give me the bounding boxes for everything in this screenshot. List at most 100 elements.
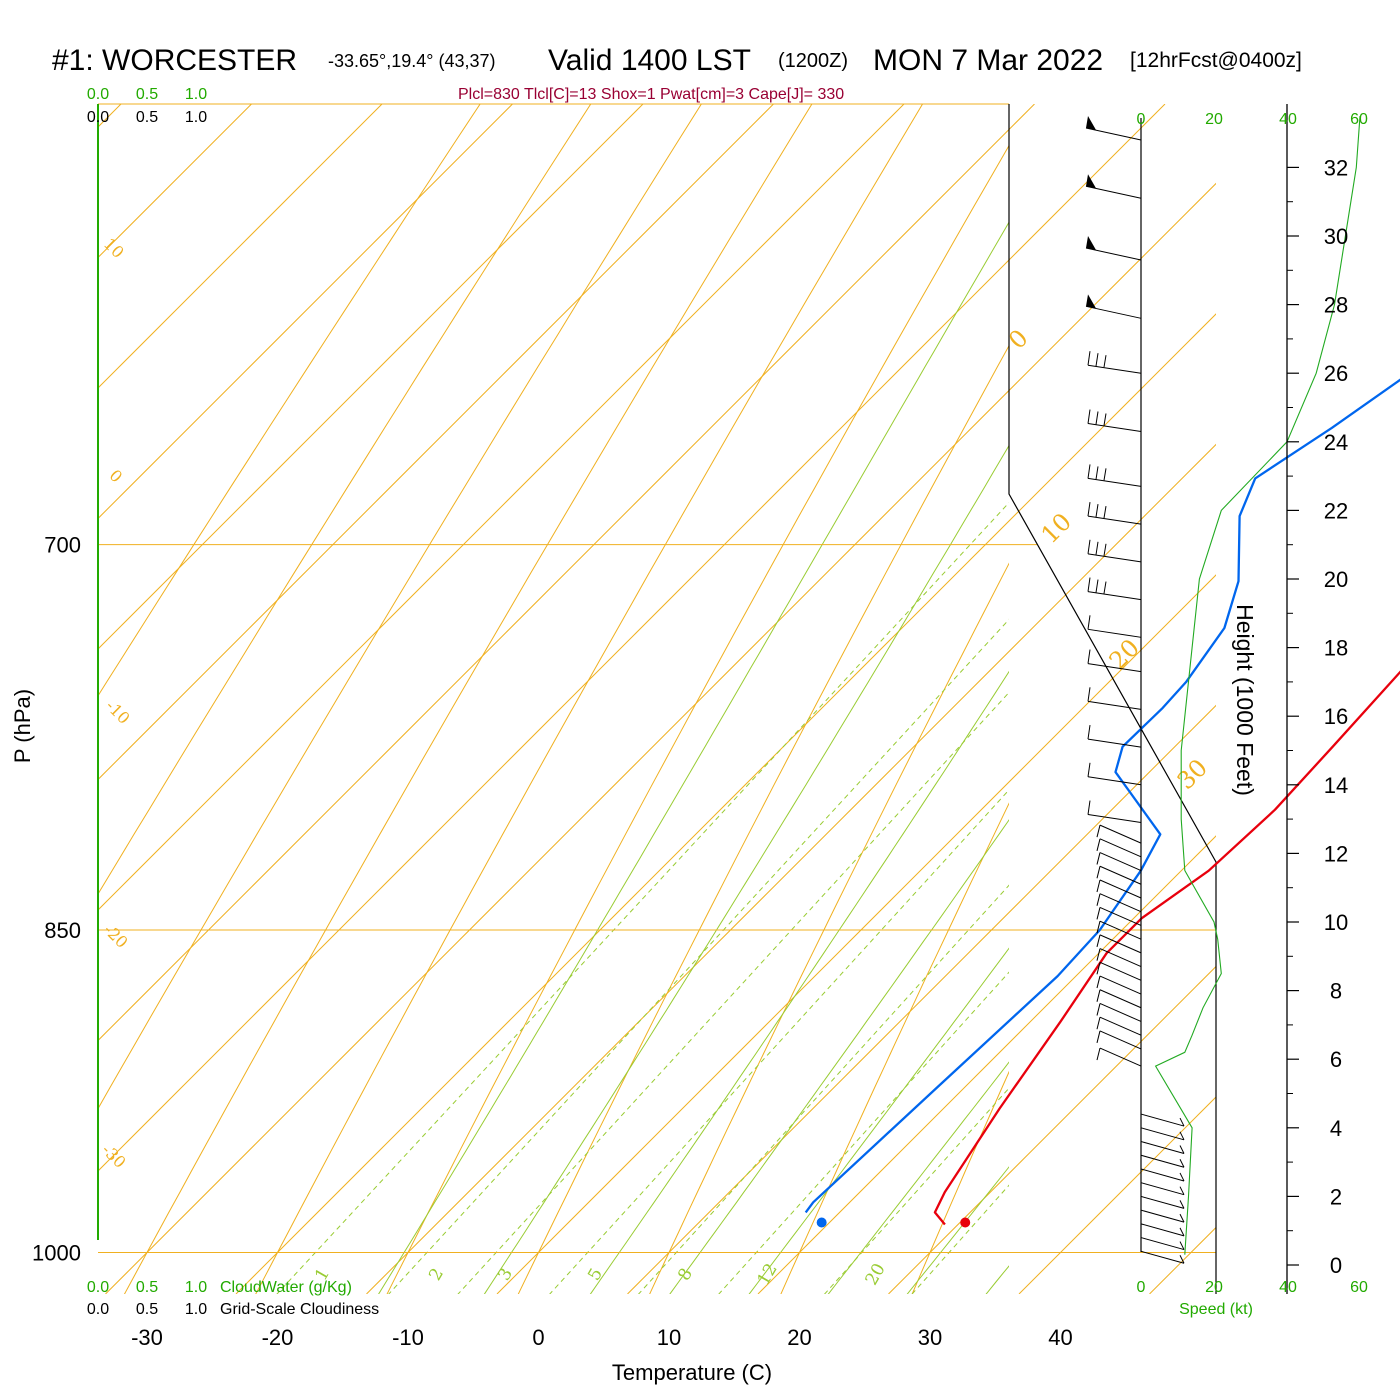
wind-barb xyxy=(1085,294,1142,319)
isotherm-line xyxy=(668,704,1216,1253)
isotherm-line xyxy=(98,104,1166,1172)
height-tick-label: 2 xyxy=(1330,1184,1342,1209)
wind-barb xyxy=(1096,879,1142,899)
mixing-ratio-label: 3 xyxy=(494,1265,517,1284)
surface-dewpoint-marker xyxy=(816,1217,827,1228)
speed-bottom-tick: 40 xyxy=(1279,1279,1297,1296)
mixing-ratio-line xyxy=(276,501,1009,1294)
isotherm-line xyxy=(929,965,1216,1253)
speed-axis-top: 0 20 40 60 xyxy=(1137,111,1368,128)
surface-markers xyxy=(816,1217,971,1228)
surface-temperature-marker xyxy=(960,1217,971,1228)
height-axis-label: Height (1000 Feet) xyxy=(1232,604,1258,796)
dewpoint-line xyxy=(804,378,1400,1214)
wind-barb xyxy=(1096,893,1142,913)
isotherm-line xyxy=(1149,1252,1192,1294)
wind-barb xyxy=(1096,920,1142,940)
isotherm-label: -20 xyxy=(100,920,132,952)
isotherm-line xyxy=(98,104,252,259)
speed-top-tick: 20 xyxy=(1205,111,1223,128)
wind-barb xyxy=(1096,838,1142,858)
cloud-axis-top: 0.0 0.5 1.0 0.0 0.5 1.0 xyxy=(87,86,207,126)
speed-axis-label: Speed (kt) xyxy=(1179,1301,1253,1318)
isotherm-label: 0 xyxy=(1003,324,1034,355)
dry-adiabat-line xyxy=(123,104,813,1294)
wind-barb xyxy=(1096,934,1142,954)
isotherm-label: -10 xyxy=(102,696,134,728)
wind-barb xyxy=(1140,1209,1185,1223)
y-tick-label: 850 xyxy=(44,918,81,943)
isotherm-line xyxy=(407,443,1216,1253)
height-tick-label: 20 xyxy=(1324,567,1348,592)
x-tick-label: -20 xyxy=(262,1325,294,1350)
mixing-ratio-lines xyxy=(276,501,1009,1294)
moist-adiabat-line xyxy=(378,221,1009,1294)
dry-adiabat-line xyxy=(517,344,1009,1294)
cloudiness-top-tick: 0.5 xyxy=(136,109,158,126)
height-tick-label: 12 xyxy=(1324,841,1348,866)
forecast-run: [12hrFcst@0400z] xyxy=(1130,49,1302,72)
height-tick-label: 14 xyxy=(1324,773,1348,798)
wind-barb xyxy=(1085,174,1142,199)
height-tick-label: 22 xyxy=(1324,498,1348,523)
mixing-ratio-line xyxy=(637,884,1009,1294)
height-tick-label: 10 xyxy=(1324,910,1348,935)
isotherm-line xyxy=(799,835,1216,1253)
speed-bottom-tick: 20 xyxy=(1205,1279,1223,1296)
utc-time: (1200Z) xyxy=(778,50,848,72)
wind-barb xyxy=(1140,1182,1185,1196)
height-tick-label: 28 xyxy=(1324,293,1348,318)
isotherm-line xyxy=(627,1252,670,1294)
isotherm-line xyxy=(98,104,383,389)
cloudiness-label: Grid-Scale Cloudiness xyxy=(220,1301,379,1318)
mixing-ratio-label: 12 xyxy=(754,1260,782,1289)
temperature-line xyxy=(933,670,1400,1226)
dry-adiabat-line xyxy=(1132,0,1400,1400)
isotherm-line xyxy=(98,104,774,781)
isobar-lines xyxy=(98,103,1216,1253)
isotherm-line xyxy=(366,1252,409,1294)
wind-barb xyxy=(1140,1127,1185,1141)
y-tick-label: 700 xyxy=(44,533,81,558)
dry-adiabat-line xyxy=(780,802,1009,1294)
speed-axis-bottom: 0 20 40 60 Speed (kt) xyxy=(1137,1279,1368,1318)
isotherm-line xyxy=(98,104,513,520)
wind-barb xyxy=(1140,1237,1185,1251)
wind-barb xyxy=(1096,906,1142,926)
moist-adiabat-line xyxy=(483,444,1009,1294)
mixing-ratio-label: 5 xyxy=(584,1265,607,1284)
x-tick-label: 20 xyxy=(787,1325,811,1350)
wind-barb xyxy=(1087,762,1142,786)
wind-barb xyxy=(1087,800,1142,824)
station-coordinates: -33.65°,19.4° (43,37) xyxy=(328,51,496,71)
cloudiness-bottom-tick: 1.0 xyxy=(185,1301,207,1318)
wind-barb xyxy=(1096,824,1142,844)
dry-adiabat-line xyxy=(911,1070,1009,1294)
speed-bottom-tick: 60 xyxy=(1350,1279,1368,1296)
speed-bottom-tick: 0 xyxy=(1137,1279,1146,1296)
isotherm-label: 10 xyxy=(100,234,128,262)
height-tick-label: 0 xyxy=(1330,1253,1342,1278)
moist-adiabat-line xyxy=(748,947,1009,1294)
wind-barb xyxy=(1140,1154,1185,1168)
isotherm-label: 30 xyxy=(1172,754,1213,795)
y-axis-label: P (hPa) xyxy=(10,689,35,763)
wind-speed-profile-line xyxy=(1154,115,1361,1255)
isotherm-line xyxy=(105,1252,148,1294)
isotherm-line xyxy=(757,1252,800,1294)
isotherm-line xyxy=(538,574,1216,1253)
cloudwater-top-tick: 0.5 xyxy=(136,86,158,103)
moist-adiabat-line xyxy=(669,819,1009,1294)
isotherm-line xyxy=(277,313,1216,1253)
dry-adiabat-line xyxy=(255,104,924,1294)
cloudiness-bottom-tick: 0.5 xyxy=(136,1301,158,1318)
isotherm-line xyxy=(98,104,905,911)
isotherm-line xyxy=(496,1252,539,1294)
dry-adiabat-line xyxy=(649,562,1009,1294)
